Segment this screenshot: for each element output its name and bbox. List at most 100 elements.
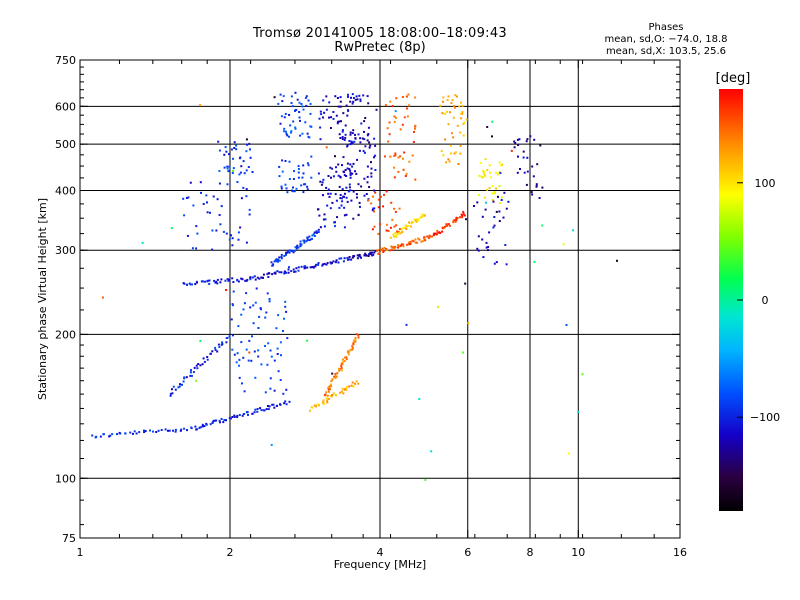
data-point	[204, 280, 206, 283]
data-point	[341, 387, 344, 390]
data-point	[363, 177, 366, 180]
data-point	[355, 95, 358, 98]
data-point	[297, 266, 300, 269]
data-point	[498, 210, 501, 213]
data-point	[232, 167, 235, 170]
data-point	[405, 172, 408, 175]
data-point	[276, 353, 279, 355]
data-point	[250, 359, 253, 362]
data-point	[341, 138, 344, 140]
data-point	[389, 236, 392, 239]
data-point	[364, 145, 367, 148]
data-point	[322, 194, 324, 197]
data-point	[397, 245, 400, 248]
data-point	[221, 343, 224, 346]
data-point	[510, 149, 513, 152]
data-point	[565, 324, 568, 326]
data-point	[257, 327, 260, 329]
data-point	[493, 191, 496, 193]
data-point	[336, 372, 339, 375]
data-point	[99, 435, 102, 438]
data-point	[226, 337, 229, 339]
data-point	[169, 392, 172, 395]
data-point	[267, 405, 269, 407]
data-point	[254, 376, 257, 379]
data-point	[296, 98, 299, 101]
data-point	[240, 277, 243, 280]
data-point	[267, 342, 270, 345]
phase-stats-line-x: mean, sd,X: 103.5, 25.6	[605, 46, 727, 57]
data-point	[255, 287, 258, 290]
data-point	[354, 382, 356, 385]
data-point	[477, 249, 480, 252]
data-point	[325, 146, 328, 149]
data-point	[453, 219, 456, 222]
data-point	[387, 140, 390, 143]
data-point	[199, 426, 202, 429]
data-point	[238, 376, 241, 379]
data-point	[292, 251, 295, 254]
data-point	[401, 157, 404, 160]
data-point	[283, 255, 286, 257]
data-point	[429, 235, 432, 238]
data-point	[327, 386, 330, 389]
data-point	[223, 419, 226, 421]
x-tick-label: 10	[571, 546, 585, 559]
data-points	[91, 91, 618, 481]
data-point	[371, 251, 374, 254]
data-point	[352, 343, 355, 346]
data-point	[292, 120, 295, 123]
data-point	[526, 170, 529, 173]
data-point	[365, 193, 368, 195]
data-point	[185, 376, 188, 379]
data-point	[330, 176, 332, 179]
data-point	[333, 221, 336, 224]
data-point	[463, 121, 466, 124]
data-point	[331, 378, 334, 381]
data-point	[360, 122, 363, 125]
data-point	[206, 279, 209, 282]
data-point	[273, 406, 276, 409]
data-point	[397, 170, 400, 173]
data-point	[516, 171, 519, 174]
data-point	[462, 212, 465, 215]
data-point	[280, 253, 283, 256]
colorbar-unit-label: [deg]	[716, 71, 751, 86]
data-point	[351, 102, 354, 105]
data-point	[373, 137, 376, 140]
data-point	[248, 351, 251, 354]
data-point	[243, 390, 246, 393]
data-point	[309, 266, 312, 269]
data-point	[395, 235, 398, 238]
data-point	[341, 200, 344, 203]
data-point	[322, 99, 325, 102]
data-point	[371, 228, 374, 231]
data-point	[459, 152, 462, 155]
data-point	[313, 231, 316, 234]
colorbar: 100 0 −100 [deg]	[716, 71, 780, 511]
data-point	[500, 199, 503, 201]
data-point	[373, 210, 376, 213]
data-point	[452, 221, 455, 224]
data-point	[448, 223, 450, 226]
data-point	[503, 191, 506, 194]
data-point	[281, 100, 284, 103]
data-point	[453, 152, 456, 155]
data-point	[241, 382, 243, 385]
data-point	[386, 223, 388, 226]
y-tick-label: 100	[55, 472, 76, 485]
data-point	[288, 266, 290, 269]
data-point	[310, 155, 313, 158]
data-point	[445, 161, 448, 164]
data-point	[341, 136, 344, 138]
data-point	[305, 240, 308, 243]
data-point	[157, 429, 160, 432]
data-point	[321, 181, 324, 184]
data-point	[284, 183, 287, 186]
data-point	[292, 190, 295, 193]
data-point	[237, 238, 240, 241]
data-point	[450, 132, 453, 135]
data-point	[336, 122, 339, 125]
data-point	[214, 346, 217, 349]
data-point	[616, 259, 618, 262]
